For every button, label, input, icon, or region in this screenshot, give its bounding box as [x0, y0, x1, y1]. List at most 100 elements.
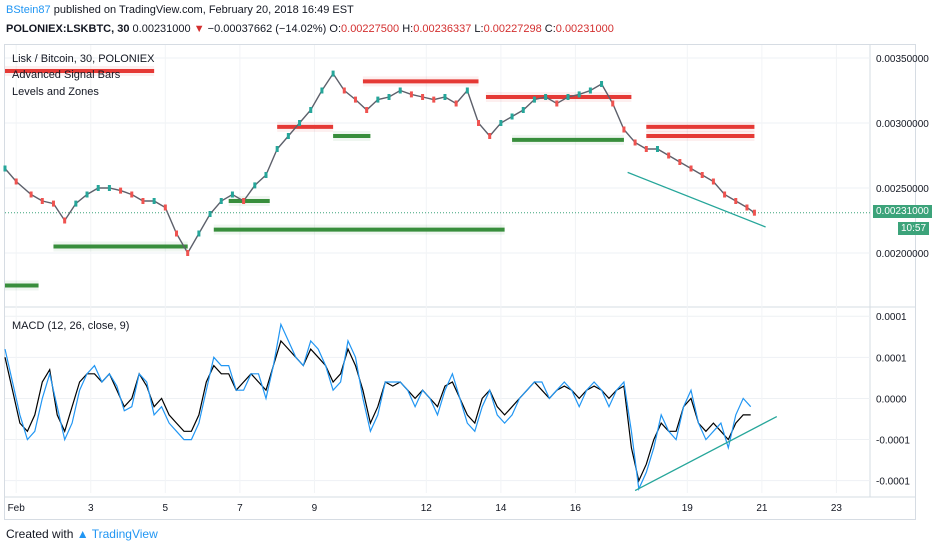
- time-tick-label: 12: [421, 503, 433, 514]
- macd-label[interactable]: MACD (12, 26, close, 9): [12, 320, 130, 332]
- price-bar: [85, 191, 89, 198]
- macd-tick-label: 0.0001: [876, 353, 907, 364]
- price-bar: [63, 217, 67, 224]
- macd-line: [4, 339, 751, 483]
- time-tick-label: 19: [682, 503, 694, 514]
- price-bar: [644, 146, 648, 152]
- price-bar: [510, 113, 514, 120]
- price-bar: [242, 198, 246, 204]
- price-bar: [96, 185, 100, 191]
- low-label: L:: [474, 23, 484, 35]
- price-bar: [51, 200, 55, 207]
- price-bar: [465, 87, 469, 94]
- publish-text: published on TradingView.com, February 2…: [53, 4, 354, 16]
- price-bar: [163, 204, 167, 211]
- macd-tick-label: -0.0001: [876, 436, 910, 447]
- time-tick-label: 21: [756, 503, 768, 514]
- price-bar: [745, 204, 749, 211]
- price-bar: [555, 100, 559, 107]
- price-tick-label: 0.00200000: [876, 249, 929, 260]
- price-bar: [219, 198, 223, 204]
- price-bar: [141, 198, 145, 204]
- price-bar: [734, 198, 738, 204]
- high-value: 0.00236337: [413, 23, 472, 35]
- open-value: 0.00227500: [341, 23, 400, 35]
- indicator-label-signal-bars[interactable]: Advanced Signal Bars: [12, 69, 121, 81]
- open-label: O:: [329, 23, 342, 35]
- close-value: 0.00231000: [555, 23, 614, 35]
- price-bar: [107, 185, 111, 191]
- price-bar: [454, 100, 458, 107]
- price-bar: [376, 96, 380, 103]
- last-price: 0.00231000: [132, 23, 191, 35]
- price-bar: [186, 250, 190, 256]
- header: BStein87 published on TradingView.com, F…: [0, 0, 932, 40]
- price-bar: [119, 187, 123, 194]
- last-price-tag: 0.00231000: [873, 205, 932, 218]
- price-bar: [353, 96, 357, 103]
- chart-frame: [4, 44, 916, 520]
- price-bar: [197, 230, 201, 237]
- macd-tick-label: 0.0001: [876, 312, 907, 323]
- price-bar: [588, 87, 592, 94]
- time-tick-label: 14: [495, 503, 507, 514]
- price-bar: [309, 107, 313, 113]
- publish-info: BStein87 published on TradingView.com, F…: [6, 4, 354, 16]
- price-bar: [74, 200, 78, 207]
- price-bar: [365, 107, 369, 113]
- price-bar: [264, 172, 268, 178]
- price-bar: [40, 198, 44, 204]
- close-label: C:: [544, 23, 556, 35]
- price-bar: [477, 120, 481, 126]
- macd-tick-label: -0.0001: [876, 477, 910, 488]
- time-tick-label: 16: [570, 503, 582, 514]
- macd-tick-label: 0.0000: [876, 394, 907, 405]
- price-bar: [521, 107, 525, 113]
- price-bar: [655, 146, 659, 152]
- tradingview-brand[interactable]: TradingView: [91, 527, 158, 541]
- price-bar: [633, 139, 637, 146]
- price-bar: [331, 70, 335, 77]
- price-bar: [752, 209, 756, 216]
- signal-line: [4, 322, 752, 492]
- price-bar: [387, 94, 391, 100]
- price-bar: [175, 230, 179, 237]
- time-tick-label: Feb: [8, 503, 26, 514]
- price-bar: [499, 120, 503, 126]
- price-change: −0.00037662 (−14.02%): [207, 23, 327, 35]
- price-bar: [230, 191, 234, 198]
- price-bar: [320, 87, 324, 94]
- price-bar: [14, 178, 18, 185]
- price-bar: [566, 94, 570, 100]
- price-bar: [298, 120, 302, 126]
- price-bar: [342, 87, 346, 94]
- high-label: H:: [402, 23, 414, 35]
- time-tick-label: 9: [312, 503, 318, 514]
- price-trendline: [627, 171, 766, 228]
- created-with-text: Created with: [6, 527, 74, 541]
- price-bar: [532, 96, 536, 103]
- price-bar: [29, 191, 33, 198]
- price-bar: [409, 91, 413, 98]
- footer: Created with ▲ TradingView: [6, 527, 158, 541]
- low-value: 0.00227298: [483, 23, 542, 35]
- author-link[interactable]: BStein87: [6, 4, 51, 16]
- price-bar: [432, 96, 436, 103]
- price-bar: [611, 100, 615, 107]
- price-bar: [275, 146, 279, 152]
- price-bar: [443, 94, 447, 100]
- price-bar: [689, 165, 693, 172]
- countdown-tag: 10:57: [898, 222, 930, 235]
- tradingview-logo-icon: ▲: [76, 527, 89, 541]
- price-bar: [253, 182, 257, 189]
- chart-title: Lisk / Bitcoin, 30, POLONIEX: [12, 53, 155, 65]
- price-bar: [208, 211, 212, 217]
- price-tick-label: 0.00300000: [876, 119, 929, 130]
- price-bar: [130, 191, 134, 198]
- time-tick-label: 7: [237, 503, 243, 514]
- price-bar: [600, 81, 604, 87]
- down-arrow-icon: ▼: [193, 23, 205, 35]
- indicator-label-levels[interactable]: Levels and Zones: [12, 86, 99, 98]
- symbol-name: POLONIEX:LSKBTC, 30: [6, 23, 130, 35]
